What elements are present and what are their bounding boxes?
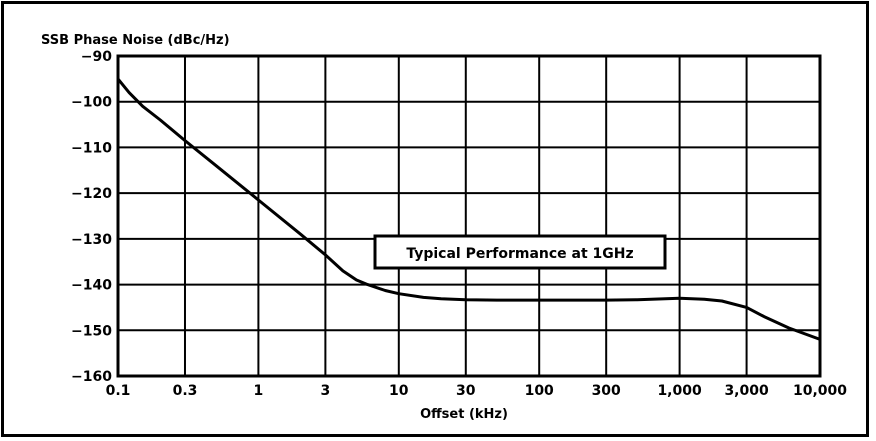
y-tick-label-1: −100 <box>71 95 112 111</box>
x-tick-label-1: 0.3 <box>173 383 198 399</box>
annotation-box: Typical Performance at 1GHz <box>373 234 667 270</box>
annotation-text: Typical Performance at 1GHz <box>406 246 633 262</box>
x-tick-label-4: 10 <box>389 383 409 399</box>
y-tick-label-2: −110 <box>71 140 112 156</box>
x-tick-label-0: 0.1 <box>106 383 131 399</box>
x-tick-label-5: 30 <box>456 383 476 399</box>
x-tick-labels: 0.1 0.3 1 3 10 30 100 300 1,000 3,000 10,000 <box>106 383 848 399</box>
annotation-border <box>373 234 667 270</box>
x-tick-label-2: 1 <box>254 383 264 399</box>
series-layer <box>116 77 821 341</box>
y-tick-label-4: −130 <box>71 232 112 248</box>
x-tick-label-3: 3 <box>321 383 331 399</box>
plot-border <box>116 54 822 378</box>
x-tick-label-9: 3,000 <box>724 383 769 399</box>
y-tick-labels: −90 −100 −110 −120 −130 −140 −150 −160 <box>71 49 112 385</box>
y-tick-label-6: −150 <box>71 323 112 339</box>
y-tick-label-7: −160 <box>71 369 112 385</box>
chart-frame: SSB Phase Noise (dBc/Hz) −90 −100 −110 −120… <box>1 1 869 437</box>
x-tick-label-7: 300 <box>592 383 621 399</box>
grid <box>117 55 821 377</box>
x-tick-label-8: 1,000 <box>657 383 702 399</box>
phase-noise-chart: SSB Phase Noise (dBc/Hz) −90 −100 −110 −120… <box>41 33 848 422</box>
series-line-0 <box>116 77 821 341</box>
x-tick-label-10: 10,000 <box>793 383 847 399</box>
x-tick-label-6: 100 <box>525 383 554 399</box>
y-tick-label-5: −140 <box>71 278 112 294</box>
y-tick-label-0: −90 <box>81 49 112 65</box>
x-axis-label: Offset (kHz) <box>420 407 508 422</box>
chart-title: SSB Phase Noise (dBc/Hz) <box>41 33 230 48</box>
y-tick-label-3: −120 <box>71 186 112 202</box>
